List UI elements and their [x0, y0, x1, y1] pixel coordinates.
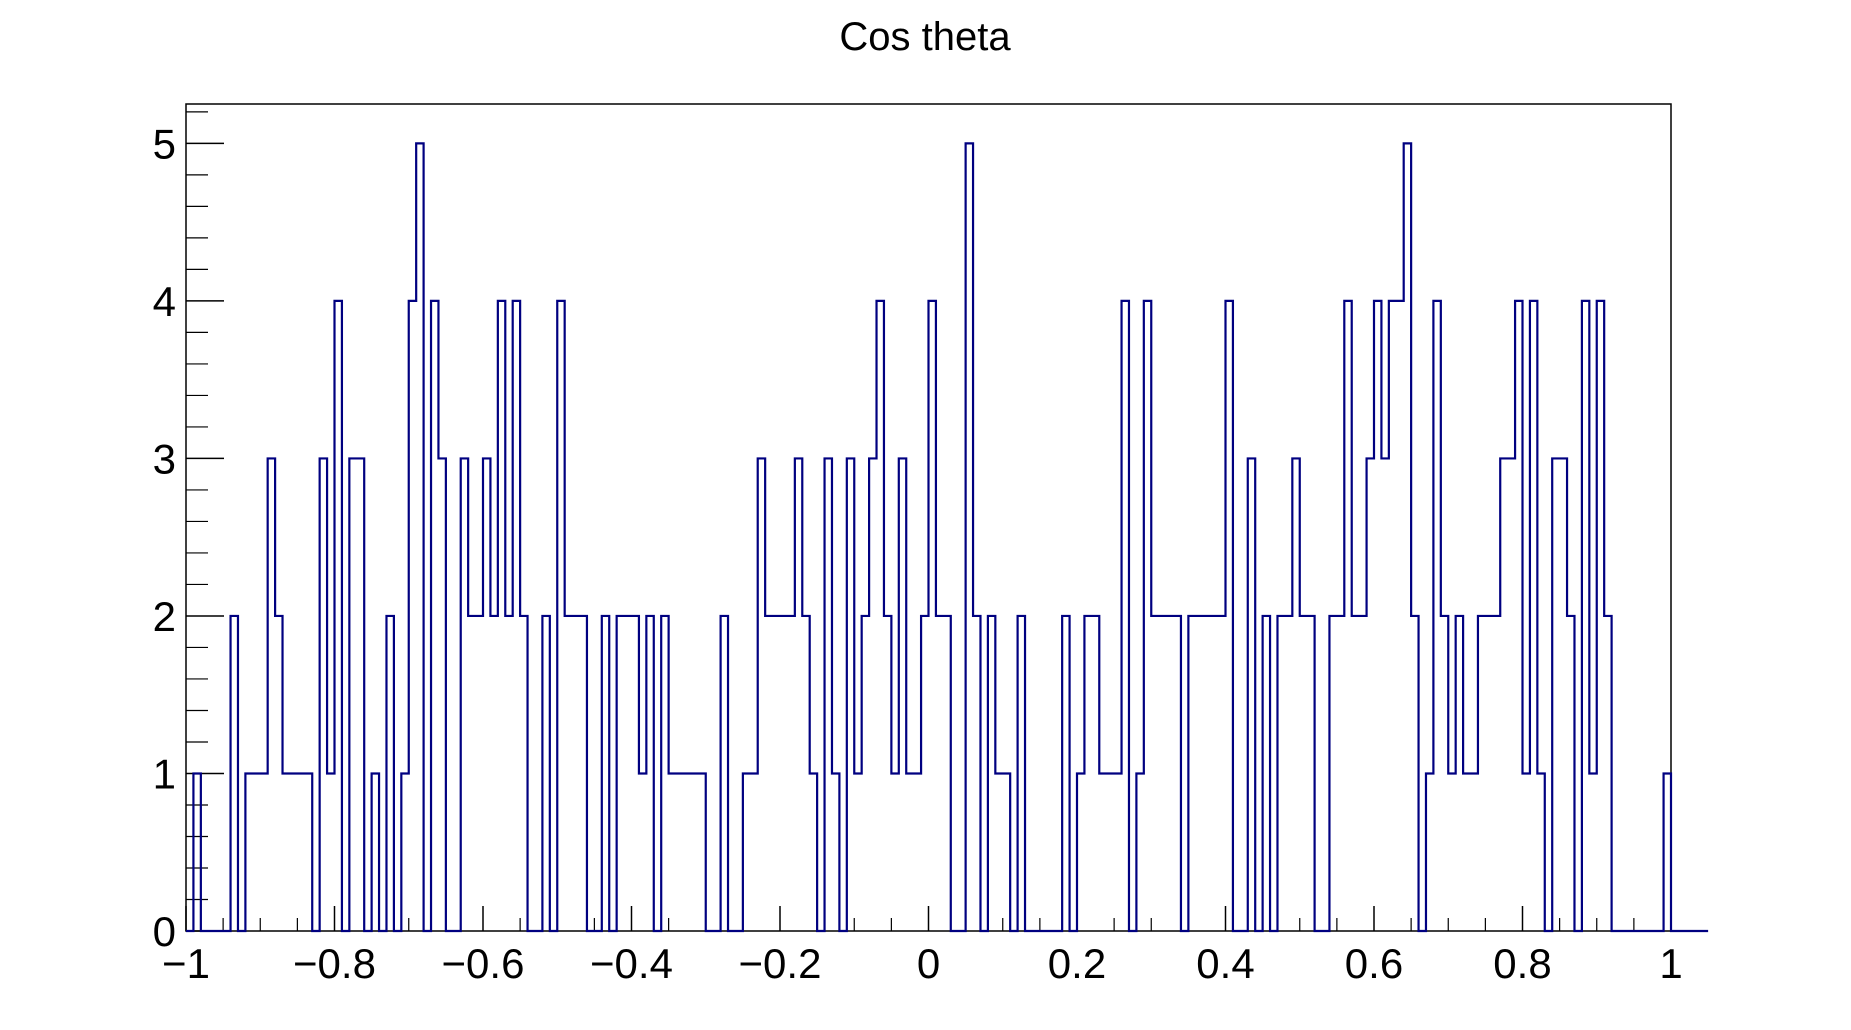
x-tick-label: 0.4	[1196, 940, 1254, 987]
x-tick-label: 0.6	[1345, 940, 1403, 987]
x-tick-label: −0.8	[293, 940, 376, 987]
x-tick-label: 0.2	[1048, 940, 1106, 987]
y-tick-label: 5	[153, 120, 176, 167]
x-tick-label: 0.8	[1493, 940, 1551, 987]
y-tick-label: 0	[153, 908, 176, 955]
x-tick-label: −1	[162, 940, 210, 987]
x-tick-label: 0	[917, 940, 940, 987]
x-axis: −1 −0.8 −0.6 −0.4 −0.2 0 0.2 0.4 0.6 0.8 1	[162, 906, 1683, 987]
x-tick-label: −0.4	[590, 940, 673, 987]
x-tick-label: −0.2	[739, 940, 822, 987]
y-tick-label: 2	[153, 593, 176, 640]
y-tick-label: 1	[153, 750, 176, 797]
x-tick-label: 1	[1659, 940, 1682, 987]
x-tick-label: −0.6	[442, 940, 525, 987]
y-tick-label: 3	[153, 435, 176, 482]
histogram-line	[186, 142, 1709, 933]
chart-title: Cos theta	[839, 15, 1011, 59]
y-axis: 0 1 2 3 4 5	[153, 111, 224, 955]
y-tick-label: 4	[153, 278, 176, 325]
